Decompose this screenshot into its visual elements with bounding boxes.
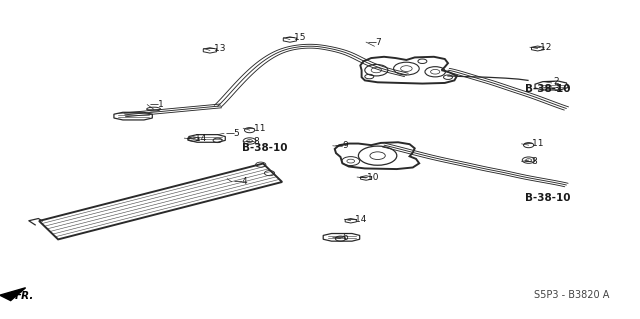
Text: —14: —14 — [186, 134, 207, 143]
Text: —13: —13 — [205, 44, 226, 53]
Text: —8: —8 — [524, 157, 538, 166]
Text: —15: —15 — [285, 33, 306, 42]
Text: B-38-10: B-38-10 — [525, 193, 570, 203]
Text: S5P3 - B3820 A: S5P3 - B3820 A — [534, 290, 610, 300]
Text: —11: —11 — [245, 124, 266, 133]
Polygon shape — [0, 288, 26, 300]
Text: B-38-10: B-38-10 — [525, 84, 570, 94]
Text: —8: —8 — [245, 137, 260, 146]
Text: —3: —3 — [546, 84, 561, 93]
Text: —6: —6 — [335, 233, 349, 242]
Text: —10: —10 — [359, 173, 380, 182]
Text: —1: —1 — [149, 100, 164, 109]
Text: —4: —4 — [234, 177, 248, 186]
Text: B-38-10: B-38-10 — [242, 143, 287, 153]
Text: —11: —11 — [524, 139, 544, 148]
Text: —7: —7 — [368, 38, 383, 47]
Text: FR.: FR. — [15, 291, 34, 301]
Text: —2: —2 — [546, 77, 561, 86]
Text: —12: —12 — [532, 43, 552, 52]
Text: —14: —14 — [346, 215, 367, 224]
Text: —9: —9 — [335, 141, 349, 150]
Text: —5: —5 — [226, 129, 241, 138]
